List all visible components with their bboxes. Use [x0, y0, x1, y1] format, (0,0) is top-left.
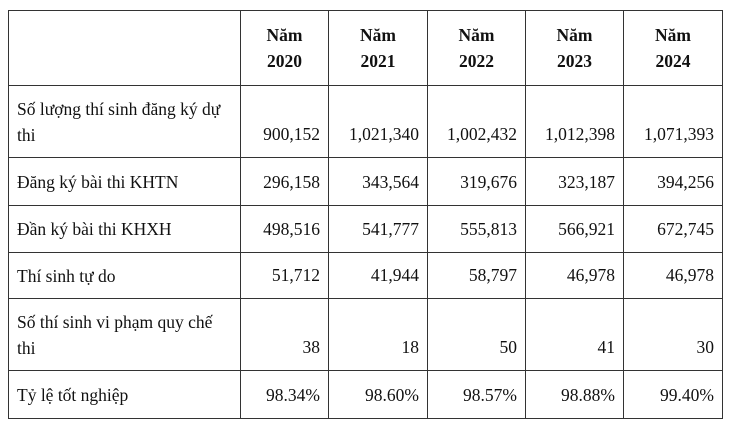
- corner-cell: [8, 10, 241, 86]
- table-row: Đần ký bài thi KHXH 498,516 541,777 555,813…: [8, 205, 723, 253]
- table-row: Số thí sinh vi phạm quy chế thi 38 18 50 41 3…: [8, 298, 723, 371]
- cell-value: 98.88%: [525, 370, 624, 419]
- cell-value: 1,012,398: [525, 85, 624, 158]
- table-row: Thí sinh tự do 51,712 41,944 58,797 46,978 46…: [8, 252, 723, 299]
- cell-value: 394,256: [623, 157, 723, 206]
- header-label: Năm: [556, 25, 593, 45]
- year-header: Năm 2020: [240, 10, 329, 86]
- header-year: 2024: [655, 51, 691, 71]
- row-label: Tỷ lệ tốt nghiệp: [8, 370, 241, 419]
- header-year: 2020: [267, 51, 302, 71]
- cell-value: 1,002,432: [427, 85, 526, 158]
- cell-value: 38: [240, 298, 329, 371]
- cell-value: 343,564: [328, 157, 428, 206]
- row-label: Số thí sinh vi phạm quy chế thi: [8, 298, 241, 371]
- year-header: Năm 2024: [623, 10, 723, 86]
- header-label: Năm: [266, 25, 303, 45]
- cell-value: 98.34%: [240, 370, 329, 419]
- cell-value: 98.57%: [427, 370, 526, 419]
- cell-value: 50: [427, 298, 526, 371]
- cell-value: 18: [328, 298, 428, 371]
- cell-value: 900,152: [240, 85, 329, 158]
- cell-value: 99.40%: [623, 370, 723, 419]
- row-label: Thí sinh tự do: [8, 252, 241, 299]
- year-header: Năm 2023: [525, 10, 624, 86]
- header-row: Năm 2020 Năm 2021 Năm 2022 Năm 2023 Năm 2024: [8, 10, 723, 86]
- table-body: Số lượng thí sinh đăng ký dự thi 900,152 1…: [8, 85, 723, 419]
- cell-value: 672,745: [623, 205, 723, 253]
- header-year: 2023: [557, 51, 592, 71]
- cell-value: 46,978: [525, 252, 624, 299]
- cell-value: 1,071,393: [623, 85, 723, 158]
- cell-value: 498,516: [240, 205, 329, 253]
- row-label: Số lượng thí sinh đăng ký dự thi: [8, 85, 241, 158]
- table-row: Đăng ký bài thi KHTN 296,158 343,564 319,67…: [8, 157, 723, 206]
- cell-value: 566,921: [525, 205, 624, 253]
- cell-value: 319,676: [427, 157, 526, 206]
- row-label: Đăng ký bài thi KHTN: [8, 157, 241, 206]
- cell-value: 41,944: [328, 252, 428, 299]
- cell-value: 541,777: [328, 205, 428, 253]
- data-table: Năm 2020 Năm 2021 Năm 2022 Năm 2023 Năm 2024 Số l…: [8, 10, 723, 419]
- cell-value: 41: [525, 298, 624, 371]
- cell-value: 46,978: [623, 252, 723, 299]
- cell-value: 555,813: [427, 205, 526, 253]
- cell-value: 30: [623, 298, 723, 371]
- cell-value: 51,712: [240, 252, 329, 299]
- year-header: Năm 2022: [427, 10, 526, 86]
- year-header: Năm 2021: [328, 10, 428, 86]
- table-row: Số lượng thí sinh đăng ký dự thi 900,152 1…: [8, 85, 723, 158]
- row-label: Đần ký bài thi KHXH: [8, 205, 241, 253]
- header-label: Năm: [655, 25, 691, 45]
- header-label: Năm: [458, 25, 495, 45]
- header-year: 2021: [360, 51, 396, 71]
- header-year: 2022: [459, 51, 494, 71]
- header-label: Năm: [360, 25, 396, 45]
- table-row: Tỷ lệ tốt nghiệp 98.34% 98.60% 98.57% 98.88%…: [8, 370, 723, 419]
- cell-value: 323,187: [525, 157, 624, 206]
- cell-value: 58,797: [427, 252, 526, 299]
- cell-value: 296,158: [240, 157, 329, 206]
- cell-value: 1,021,340: [328, 85, 428, 158]
- cell-value: 98.60%: [328, 370, 428, 419]
